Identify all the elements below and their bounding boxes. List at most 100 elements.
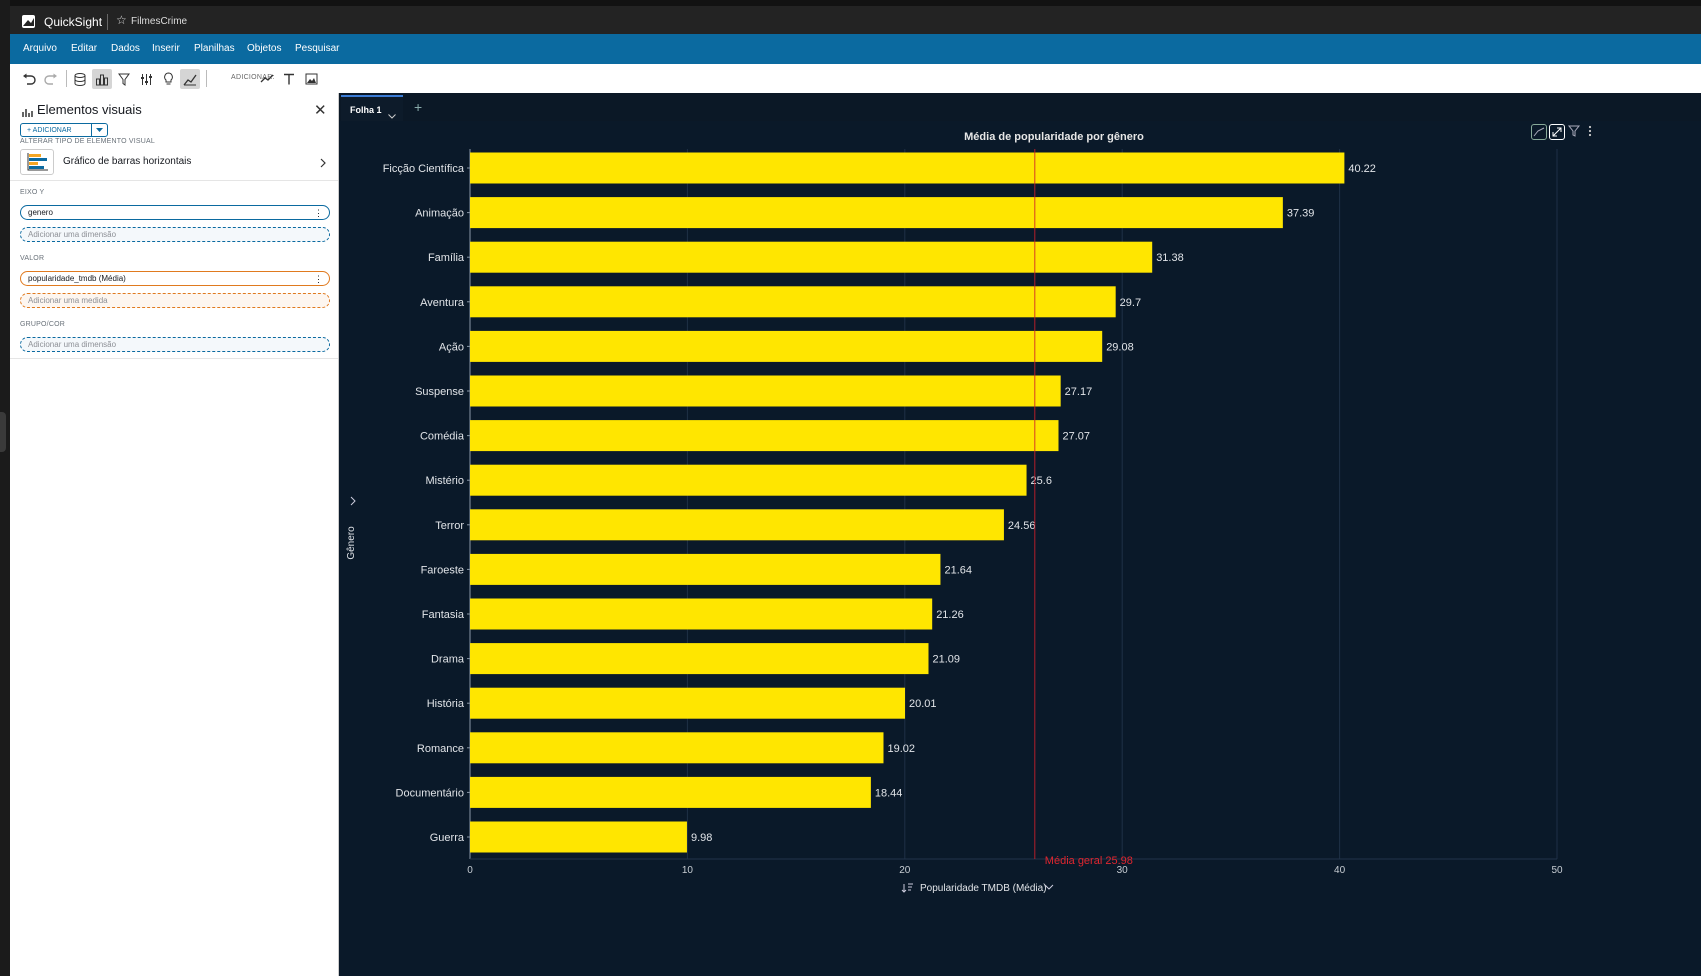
insights-icon[interactable] [158,69,178,89]
horizontal-bar-chart-icon[interactable] [20,149,54,175]
x-tick-label: 30 [1117,865,1129,876]
filter-icon[interactable] [1567,124,1583,140]
menu-pesquisar[interactable]: Pesquisar [295,43,340,54]
data-label: 29.08 [1106,341,1134,353]
bar [470,375,1061,407]
category-label: Terror [435,520,464,532]
analysis-name[interactable]: FilmesCrime [131,16,188,27]
add-visual-button[interactable]: + ADICIONAR [20,123,108,137]
bar-chart-icon [22,105,33,123]
x-tick-label: 50 [1551,865,1563,876]
visual-type-name[interactable]: Gráfico de barras horizontais [63,156,192,167]
menu-inserir[interactable]: Inserir [152,43,180,54]
bar [470,643,929,675]
filter-icon[interactable] [114,69,134,89]
panel-divider [10,358,338,359]
bar [470,821,687,853]
value-label: VALOR [20,255,45,262]
y-axis-add-dimension[interactable]: Adicionar uma dimensão [20,227,330,242]
value-field-well[interactable]: popularidade_tmdb (Média) ⋮ [20,271,330,286]
bar [470,598,933,630]
chevron-down-icon[interactable] [388,106,396,124]
category-label: Comédia [420,431,465,443]
y-axis-field-well[interactable]: genero ⋮ [20,205,330,220]
close-icon[interactable]: ✕ [314,102,327,119]
y-axis-title: Gênero [346,526,357,560]
data-label: 24.56 [1008,520,1036,532]
category-label: Romance [417,743,464,755]
sheet-tab-label: Folha 1 [350,105,382,115]
bar [470,553,941,585]
menu-dados[interactable]: Dados [111,43,140,54]
left-gutter [0,0,10,976]
category-label: Documentário [396,787,464,799]
category-label: Animação [415,208,464,220]
data-label: 21.09 [932,654,960,666]
x-tick-label: 40 [1334,865,1346,876]
database-icon[interactable] [70,69,90,89]
more-options-icon[interactable] [1583,124,1599,140]
toolbar-divider [66,70,67,87]
panel-divider [10,180,338,181]
value-add-measure[interactable]: Adicionar uma medida [20,293,330,308]
data-label: 18.44 [875,787,903,799]
visuals-icon[interactable] [92,69,112,89]
data-label: 37.39 [1287,208,1315,220]
add-label: ADICIONAR: [231,74,275,81]
add-button-label: + ADICIONAR [27,127,72,134]
value-placeholder: Adicionar uma medida [28,296,108,305]
menu-arquivo[interactable]: Arquivo [23,43,57,54]
menu-editar[interactable]: Editar [71,43,98,54]
undo-icon[interactable] [19,69,39,89]
menu-planilhas[interactable]: Planilhas [194,43,235,54]
tab-folha-1[interactable]: Folha 1 [341,95,403,121]
side-handle[interactable] [0,412,6,452]
add-text-icon[interactable] [279,69,299,89]
chevron-right-icon[interactable] [320,155,326,173]
group-color-label: GRUPO/COR [20,321,65,328]
quicksight-logo-icon [22,15,35,28]
x-tick-label: 20 [899,865,911,876]
value-field: popularidade_tmdb (Média) [28,274,126,283]
bar [470,197,1283,229]
bar-chart-svg: Ficção Científica 40.22 Animação 37.39 Famíl… [346,149,1563,894]
forecast-control-icon[interactable] [1531,124,1547,140]
chevron-down-icon[interactable] [91,124,107,136]
more-options-icon[interactable]: ⋮ [314,274,323,284]
bar-chart-visual[interactable]: Média de popularidade por gênero Ficção … [339,121,1701,976]
category-label: Mistério [425,475,464,487]
x-tick-label: 0 [467,865,473,876]
redo-icon[interactable] [41,69,61,89]
data-label: 29.7 [1120,297,1141,309]
bar [470,776,871,808]
chevron-down-icon [1044,884,1054,890]
add-sheet-icon[interactable]: + [414,99,423,115]
group-add-dimension[interactable]: Adicionar uma dimensão [20,337,330,352]
data-label: 40.22 [1348,163,1376,175]
menu-objetos[interactable]: Objetos [247,43,282,54]
data-label: 27.17 [1065,386,1093,398]
add-visual-icon[interactable] [257,69,277,89]
category-label: Aventura [420,297,465,309]
add-image-icon[interactable] [301,69,321,89]
data-label: 27.07 [1063,431,1091,443]
title-divider [107,14,108,30]
app-name[interactable]: QuickSight [44,15,103,29]
x-tick-label: 10 [682,865,694,876]
bar [470,152,1345,184]
parameters-icon[interactable] [136,69,156,89]
more-options-icon[interactable]: ⋮ [314,208,323,218]
bar [470,732,884,764]
bar [470,420,1059,452]
expand-icon[interactable] [1549,124,1565,140]
chart-title: Média de popularidade por gênero [964,131,1144,143]
category-label: Suspense [415,386,464,398]
y-axis-placeholder: Adicionar uma dimensão [28,230,117,239]
data-label: 20.01 [909,698,937,710]
visuals-panel: Elementos visuais ✕ + ADICIONAR ALTERAR … [10,93,339,976]
favorite-star-icon[interactable]: ☆ [116,13,127,27]
quicksight-app: QuickSight ☆ FilmesCrime Arquivo Editar … [10,0,1701,976]
data-label: 21.26 [936,609,964,621]
analysis-canvas: Folha 1 + Média de popularidade por gêne… [339,93,1701,976]
forecast-icon[interactable] [180,69,200,89]
